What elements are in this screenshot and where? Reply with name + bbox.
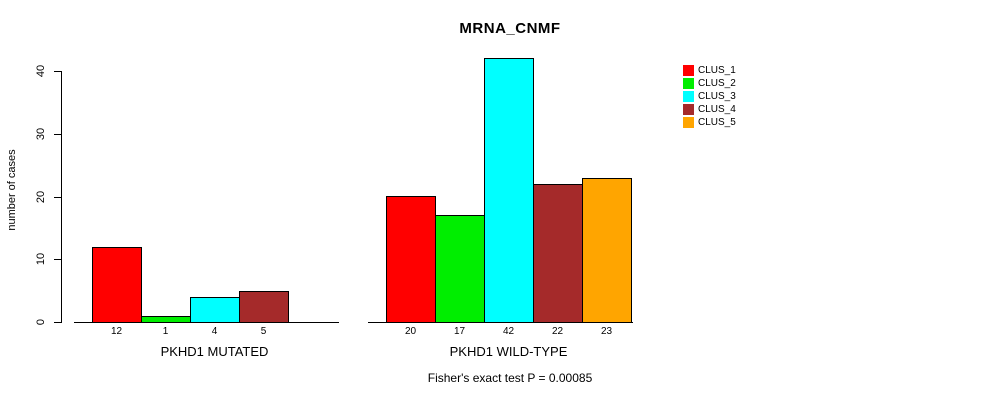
bar-value-label: 5 xyxy=(260,326,267,337)
bar xyxy=(190,297,240,323)
bar-value-label: 12 xyxy=(110,326,123,337)
bar xyxy=(533,184,583,323)
legend-label: CLUS_5 xyxy=(698,117,736,128)
legend-item: CLUS_2 xyxy=(683,77,736,90)
y-tick xyxy=(54,197,61,198)
bar xyxy=(435,215,485,323)
y-tick xyxy=(54,134,61,135)
bar-value-label: 22 xyxy=(551,326,564,337)
y-tick-label: 20 xyxy=(35,190,47,204)
annotation-text: Fisher's exact test P = 0.00085 xyxy=(427,371,593,385)
legend-swatch xyxy=(683,65,694,76)
bar xyxy=(582,178,632,323)
y-tick-label: 10 xyxy=(35,252,47,266)
bar xyxy=(386,196,436,323)
legend-label: CLUS_4 xyxy=(698,104,736,115)
legend-swatch xyxy=(683,91,694,102)
bar-value-label: 1 xyxy=(162,326,169,337)
bar xyxy=(484,58,534,323)
legend-label: CLUS_2 xyxy=(698,78,736,89)
bar xyxy=(141,316,191,323)
bar xyxy=(92,247,142,323)
y-tick-label: 30 xyxy=(35,127,47,141)
bar-value-label: 20 xyxy=(404,326,417,337)
legend-swatch xyxy=(683,78,694,89)
chart-title: MRNA_CNMF xyxy=(459,20,561,37)
group-label: PKHD1 MUTATED xyxy=(160,344,269,359)
bar-value-label: 17 xyxy=(453,326,466,337)
legend-item: CLUS_3 xyxy=(683,90,736,103)
y-axis-line xyxy=(61,71,62,323)
bar-value-label: 4 xyxy=(211,326,218,337)
legend-label: CLUS_3 xyxy=(698,91,736,102)
y-tick xyxy=(54,71,61,72)
legend-label: CLUS_1 xyxy=(698,65,736,76)
y-tick xyxy=(54,259,61,260)
legend-swatch xyxy=(683,104,694,115)
legend-item: CLUS_1 xyxy=(683,64,736,77)
legend: CLUS_1 CLUS_2 CLUS_3 CLUS_4 CLUS_5 xyxy=(683,64,736,129)
bar xyxy=(239,291,289,323)
group-label: PKHD1 WILD-TYPE xyxy=(449,344,568,359)
legend-item: CLUS_5 xyxy=(683,116,736,129)
legend-item: CLUS_4 xyxy=(683,103,736,116)
legend-swatch xyxy=(683,117,694,128)
y-tick-label: 0 xyxy=(35,318,47,326)
y-tick-label: 40 xyxy=(35,64,47,78)
bar-value-label: 23 xyxy=(600,326,613,337)
y-tick xyxy=(54,322,61,323)
bar-value-label: 42 xyxy=(502,326,515,337)
